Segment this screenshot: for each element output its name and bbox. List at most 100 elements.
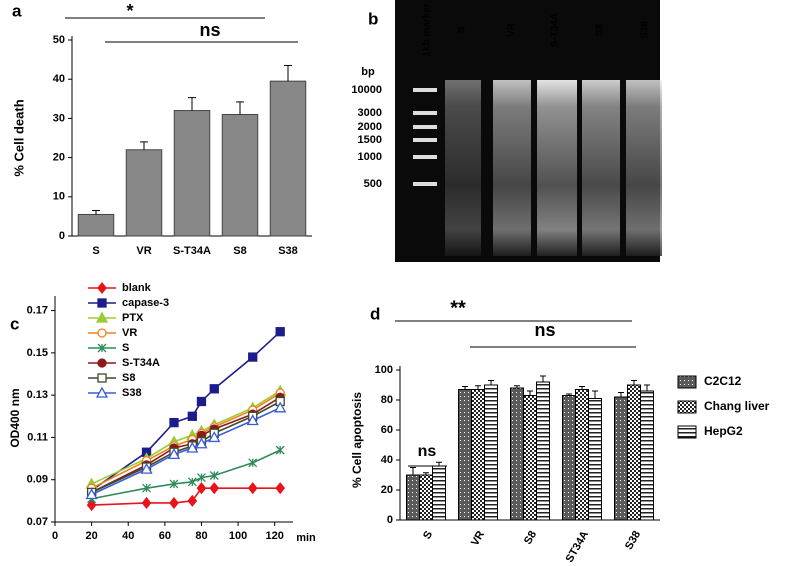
legend-swatch <box>677 375 697 389</box>
legend-label: VR <box>122 327 137 339</box>
marker <box>187 411 197 421</box>
unit-label: bp <box>361 66 375 78</box>
legend-label: HepG2 <box>704 424 743 438</box>
y-tick-label: 0 <box>59 230 65 242</box>
marker <box>187 477 197 487</box>
bar <box>221 113 259 237</box>
x-tick-label: VR <box>136 245 151 257</box>
marker-band <box>413 138 437 142</box>
marker <box>248 458 258 468</box>
y-tick-label: 30 <box>53 112 65 124</box>
marker <box>275 445 285 455</box>
marker <box>141 496 152 510</box>
bar <box>575 389 589 521</box>
bar <box>588 398 602 521</box>
marker-band <box>413 182 437 186</box>
gel-lane <box>582 80 620 256</box>
y-tick-label: 0 <box>387 514 393 526</box>
y-tick-label: 40 <box>53 73 65 85</box>
marker <box>186 441 199 453</box>
band-label: 2000 <box>358 121 382 133</box>
x-tick-label: 120 <box>266 530 284 542</box>
panel-label: b <box>368 9 378 28</box>
legend-label: capase-3 <box>122 297 169 309</box>
marker-band <box>413 125 437 129</box>
marker <box>209 471 219 480</box>
x-tick-label: VR <box>469 529 487 548</box>
bar <box>125 149 163 237</box>
panel-label: a <box>12 1 22 20</box>
marker <box>209 384 219 394</box>
y-tick-label: 0.13 <box>27 389 48 401</box>
band-label: 500 <box>364 178 382 190</box>
y-tick-label: 0.11 <box>27 431 48 443</box>
band-label: 10000 <box>351 84 382 96</box>
bar <box>627 384 641 521</box>
bar <box>269 80 307 237</box>
y-tick-label: 50 <box>53 34 65 46</box>
y-tick-label: 20 <box>53 152 65 164</box>
lane-label: S-T34A <box>550 13 561 47</box>
marker <box>187 494 198 507</box>
marker <box>97 281 107 295</box>
x-tick-label: 100 <box>229 530 247 542</box>
bar <box>432 465 446 521</box>
x-tick-label: 80 <box>195 530 207 542</box>
marker <box>246 414 259 426</box>
y-tick-label: 80 <box>381 394 393 406</box>
x-tick-label: 0 <box>52 530 58 542</box>
legend-swatch <box>677 400 697 414</box>
bar <box>614 396 628 521</box>
marker <box>167 448 181 459</box>
annotation: ns <box>199 20 220 40</box>
panel-label: c <box>10 314 19 333</box>
marker <box>86 499 97 512</box>
marker <box>95 311 109 323</box>
marker <box>97 328 107 338</box>
legend-label: blank <box>122 282 152 294</box>
x-tick-label: 20 <box>85 530 97 542</box>
band-label: 3000 <box>358 107 382 119</box>
marker <box>209 482 220 495</box>
legend-label: S-T34A <box>122 357 160 369</box>
x-tick-label: 40 <box>122 530 134 542</box>
band-label: 1500 <box>358 134 382 146</box>
legend-label: Chang liver <box>704 399 770 413</box>
gel-lane <box>626 80 662 256</box>
y-tick-label: 40 <box>381 454 393 466</box>
bar <box>77 213 115 237</box>
legend-label: S8 <box>122 372 135 384</box>
y-tick-label: 100 <box>375 364 393 376</box>
gel-lanes <box>445 80 662 256</box>
x-axis-label: min <box>296 532 316 544</box>
annotation: ns <box>534 320 555 340</box>
marker <box>197 473 206 483</box>
bar <box>471 389 485 521</box>
marker <box>169 417 179 428</box>
y-axis-label: % Cell apoptosis <box>350 392 364 488</box>
bar <box>523 395 537 521</box>
legend-label: C2C12 <box>704 374 742 388</box>
marker <box>196 482 207 495</box>
bar <box>640 390 654 521</box>
legend-swatch <box>677 425 697 439</box>
marker <box>140 462 153 474</box>
series-line <box>91 449 281 500</box>
panel-label: d <box>370 304 380 323</box>
x-tick-label: S8 <box>522 529 539 547</box>
marker-band <box>413 155 437 159</box>
bar <box>458 389 472 521</box>
marker <box>208 431 221 443</box>
annotation: * <box>126 1 133 21</box>
marker <box>275 482 286 495</box>
gel-lane <box>537 80 577 256</box>
x-tick-label: S8 <box>233 245 246 257</box>
y-axis-label: % Cell death <box>11 99 26 176</box>
marker <box>274 401 287 413</box>
x-tick-label: S <box>92 245 99 257</box>
marker <box>195 437 208 449</box>
marker-band <box>413 88 437 92</box>
y-tick-label: 0.07 <box>27 516 48 528</box>
bar <box>173 110 211 237</box>
